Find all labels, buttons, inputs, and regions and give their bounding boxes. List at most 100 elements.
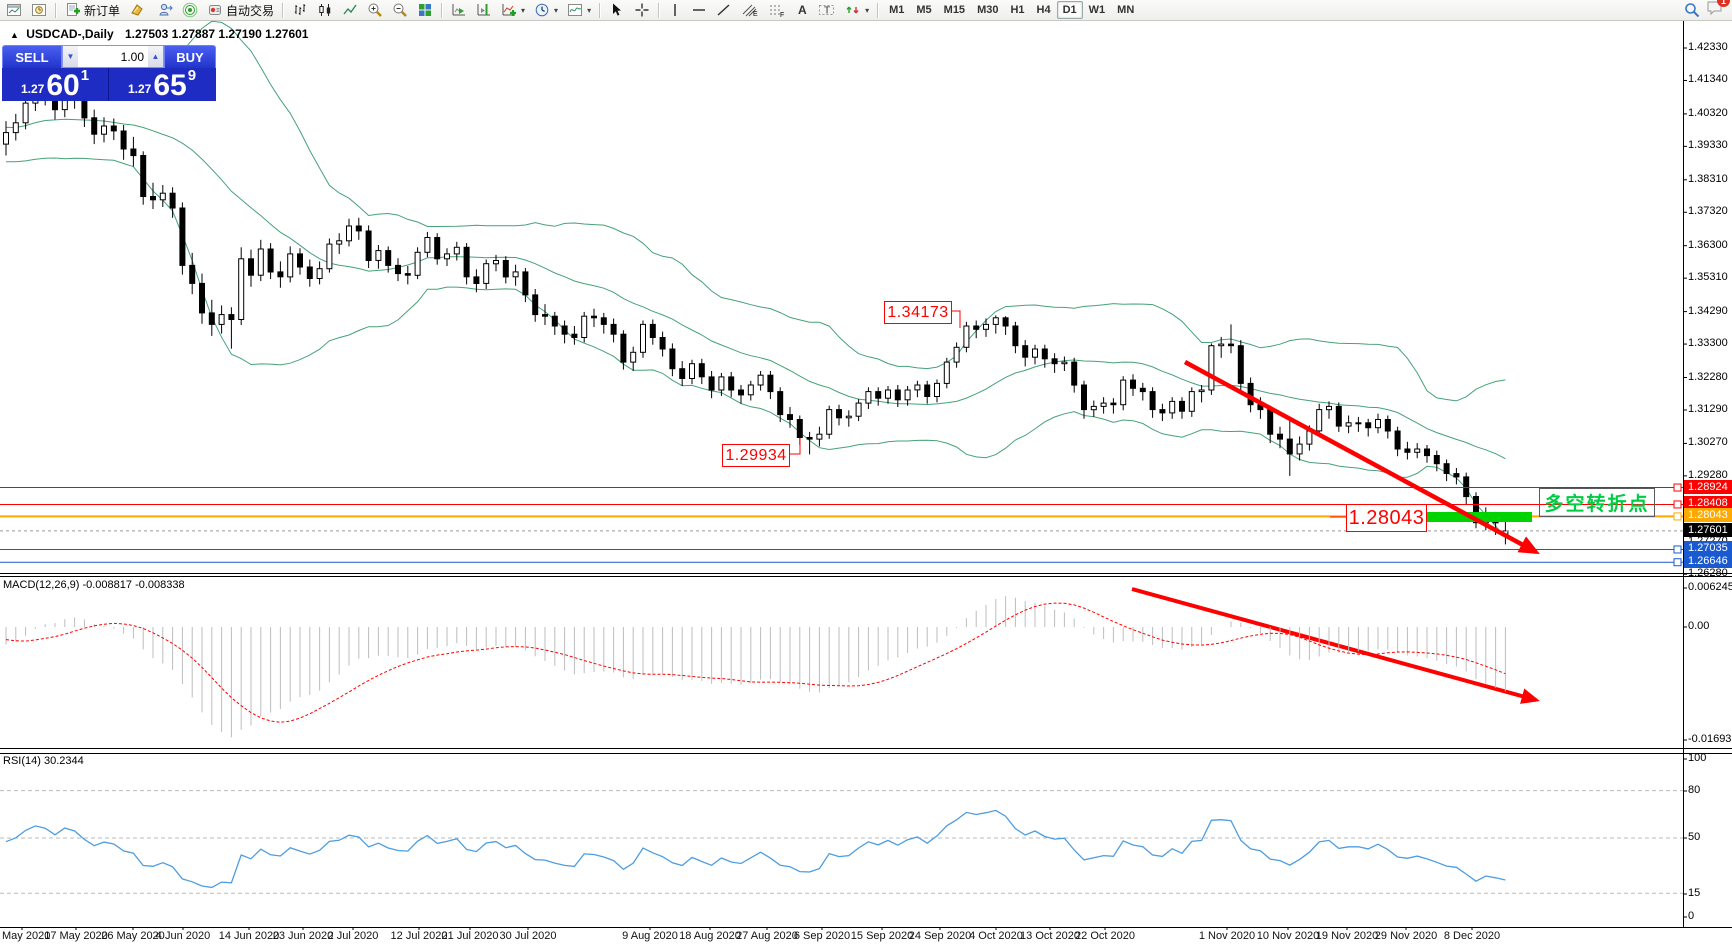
chevron-down-icon: ▾ bbox=[587, 5, 592, 15]
date-axis-label: 23 Jun 2020 bbox=[272, 930, 334, 942]
date-axis-label: 14 Jun 2020 bbox=[218, 930, 280, 942]
chevron-down-icon: ▾ bbox=[554, 5, 559, 15]
trendline-icon bbox=[717, 4, 730, 16]
volume-up-button[interactable]: ▲ bbox=[148, 46, 163, 67]
date-axis-label: 4 Oct 2020 bbox=[969, 930, 1023, 942]
macd-panel bbox=[5, 587, 1687, 741]
toolbar: 新订单 自动交易 ▾ ▾ ▾ E F A T ▾ M1 M5 M15 M30 H1 H4 D… bbox=[0, 0, 1732, 21]
autotrading-icon bbox=[209, 5, 222, 15]
price-axis-tick: 1.36300 bbox=[1688, 238, 1728, 251]
macd-axis-tick: 0.006245 bbox=[1688, 581, 1732, 593]
svg-text:T: T bbox=[824, 6, 830, 17]
autotrading-button[interactable]: 自动交易 bbox=[203, 0, 278, 21]
signals-icon bbox=[182, 2, 198, 18]
buy-button[interactable]: BUY bbox=[164, 45, 216, 68]
date-axis-label: 26 May 2020 bbox=[101, 930, 165, 942]
timeframe-w1[interactable]: W1 bbox=[1088, 4, 1106, 16]
sell-price[interactable]: 1.27 60 1 bbox=[2, 67, 109, 101]
price-axis-tick: 1.26280 bbox=[1688, 567, 1728, 580]
price-axis-tick: 1.32280 bbox=[1688, 370, 1728, 383]
date-axis-label: 13 Oct 2020 bbox=[1020, 930, 1080, 942]
line-chart-button[interactable] bbox=[338, 0, 362, 21]
funds-icon bbox=[131, 4, 143, 16]
rsi-axis-tick: 50 bbox=[1688, 831, 1701, 843]
templates-button[interactable]: ▾ bbox=[563, 0, 595, 21]
chart-shift-button[interactable] bbox=[472, 0, 496, 21]
publisher-icon bbox=[159, 3, 173, 16]
toolbar-separator bbox=[282, 2, 285, 18]
candlestick-chart-button[interactable] bbox=[313, 0, 337, 21]
timeframe-d1[interactable]: D1 bbox=[1056, 1, 1083, 19]
panel-frame bbox=[0, 21, 1732, 930]
trendline-button[interactable] bbox=[712, 0, 736, 21]
svg-text:E: E bbox=[753, 11, 758, 18]
vertical-line-icon bbox=[674, 4, 676, 16]
buy-price[interactable]: 1.27 65 9 bbox=[127, 67, 197, 102]
profiles-icon bbox=[32, 4, 46, 16]
sell-button[interactable]: SELL bbox=[2, 45, 62, 68]
volume-stepper: ▼ 1.00 ▲ bbox=[62, 45, 164, 68]
horizontal-line-button[interactable] bbox=[687, 0, 711, 21]
crosshair-button[interactable] bbox=[630, 0, 654, 21]
indicators-button[interactable]: ▾ bbox=[497, 0, 529, 21]
date-axis-label: 27 Aug 2020 bbox=[736, 930, 798, 942]
timeframe-m1[interactable]: M1 bbox=[889, 4, 905, 16]
periods-button[interactable]: ▾ bbox=[530, 0, 562, 21]
symbol-period: USDCAD-,Daily bbox=[26, 27, 114, 41]
date-axis-label: 1 Nov 2020 bbox=[1198, 930, 1256, 942]
vertical-line-button[interactable] bbox=[664, 0, 686, 21]
price-level-label: 1.28408 bbox=[1684, 496, 1732, 511]
chart-annotations bbox=[788, 310, 1540, 704]
search-icon[interactable] bbox=[1684, 2, 1700, 18]
funds-button[interactable] bbox=[125, 0, 149, 21]
timeframe-m15[interactable]: M15 bbox=[943, 4, 966, 16]
equidistant-channel-button[interactable]: E bbox=[737, 0, 763, 21]
volume-input[interactable]: 1.00 bbox=[78, 46, 148, 67]
cursor-button[interactable] bbox=[605, 0, 629, 21]
zoom-out-icon bbox=[393, 3, 407, 17]
timeframe-m30[interactable]: M30 bbox=[977, 4, 999, 16]
text-button[interactable]: A bbox=[791, 0, 813, 21]
toolbar-separator bbox=[55, 2, 57, 18]
volume-down-button[interactable]: ▼ bbox=[63, 46, 78, 67]
auto-scroll-button[interactable] bbox=[447, 0, 471, 21]
tile-windows-button[interactable] bbox=[413, 0, 437, 21]
publisher-button[interactable] bbox=[150, 0, 177, 21]
equidistant-channel-icon: E bbox=[742, 4, 758, 18]
timeframe-h1[interactable]: H1 bbox=[1010, 4, 1025, 16]
timeframe-m5[interactable]: M5 bbox=[916, 4, 932, 16]
profiles-button[interactable] bbox=[27, 0, 51, 21]
bar-chart-button[interactable] bbox=[288, 0, 312, 21]
timeframe-group: M1 M5 M15 M30 H1 H4 D1 W1 MN bbox=[883, 1, 1140, 19]
fibonacci-button[interactable]: F bbox=[764, 0, 790, 21]
notifications-button[interactable]: 1 bbox=[1706, 0, 1730, 21]
price-axis-tick: 1.38310 bbox=[1688, 172, 1728, 185]
date-axis-label: 2 Jul 2020 bbox=[327, 930, 379, 942]
new-order-button[interactable]: 新订单 bbox=[61, 0, 124, 21]
price-level-label: 1.28924 bbox=[1684, 479, 1732, 494]
date-axis-label: 21 Jul 2020 bbox=[441, 930, 499, 942]
price-axis-tick: 1.30270 bbox=[1688, 436, 1728, 449]
timeframe-mn[interactable]: MN bbox=[1117, 4, 1135, 16]
date-axis-label: May 2020 bbox=[2, 930, 51, 942]
text-label-button[interactable]: T bbox=[814, 0, 840, 21]
periods-icon bbox=[535, 3, 549, 17]
chart-window-icon bbox=[7, 4, 21, 16]
zoom-out-button[interactable] bbox=[388, 0, 412, 21]
price-axis-tick: 1.42330 bbox=[1688, 41, 1728, 53]
timeframe-h4[interactable]: H4 bbox=[1036, 4, 1051, 16]
zoom-in-button[interactable] bbox=[363, 0, 387, 21]
date-axis-label: 17 May 2020 bbox=[44, 930, 108, 942]
svg-text:F: F bbox=[780, 12, 784, 18]
toolbar-separator bbox=[441, 2, 444, 18]
price-axis-tick: 1.29280 bbox=[1688, 468, 1728, 481]
signals-button[interactable] bbox=[178, 0, 202, 21]
arrows-button[interactable]: ▾ bbox=[841, 0, 873, 21]
price-callout: 1.34173 bbox=[884, 301, 952, 324]
chart-window-button[interactable] bbox=[2, 0, 26, 21]
horizontal-line-icon bbox=[693, 9, 706, 11]
price-axis-tick: 1.37320 bbox=[1688, 205, 1728, 218]
price-axis-tick: 1.35310 bbox=[1688, 271, 1728, 284]
fibonacci-icon: F bbox=[770, 5, 784, 18]
